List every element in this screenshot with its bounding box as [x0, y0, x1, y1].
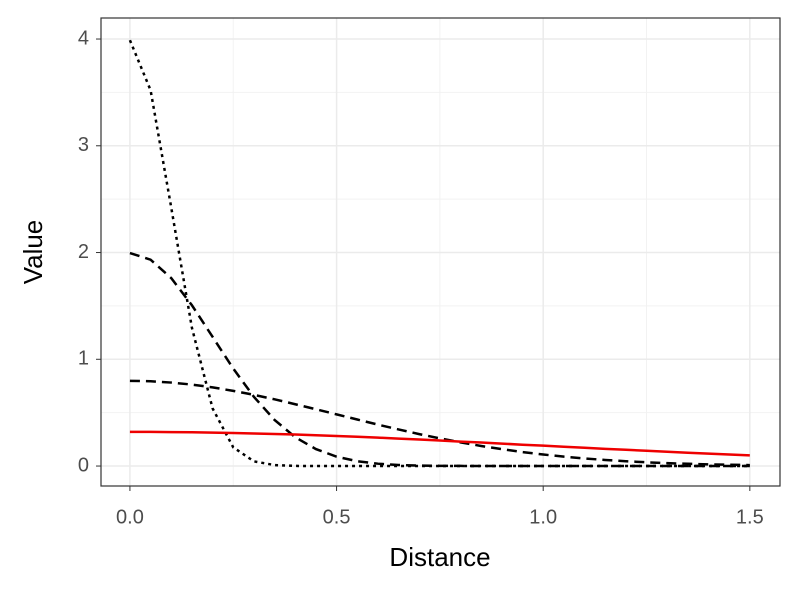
line-series [129, 251, 750, 468]
x-tick-label: 1.5 [736, 506, 764, 528]
y-axis-title: Value [18, 220, 48, 285]
y-tick-label: 1 [78, 348, 89, 370]
x-tick-label: 0.0 [116, 506, 144, 528]
y-tick-label: 3 [78, 134, 89, 156]
x-tick-label: 0.5 [323, 506, 351, 528]
x-axis-title: Distance [389, 542, 490, 572]
x-tick-label: 1.0 [529, 506, 557, 528]
y-tick-label: 0 [78, 454, 89, 476]
line-series [129, 430, 750, 457]
y-tick-label: 2 [78, 241, 89, 263]
plot-border [100, 17, 781, 487]
line-series [129, 379, 750, 467]
y-tick-label: 4 [78, 27, 89, 49]
